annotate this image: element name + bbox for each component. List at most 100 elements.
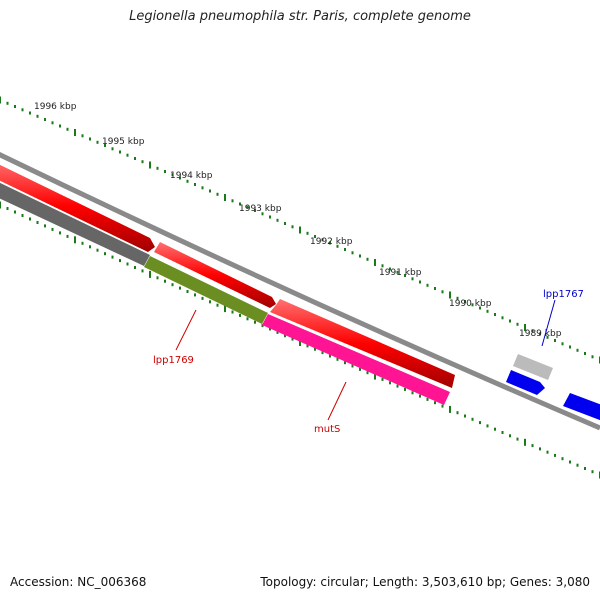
- ruler-minor-tick: [546, 450, 549, 454]
- ruler-minor-tick: [209, 300, 211, 304]
- ruler-minor-tick: [396, 270, 399, 274]
- ruler-major-tick: [224, 305, 226, 313]
- ruler-major-tick: [0, 201, 1, 209]
- ruler-minor-tick: [171, 173, 174, 177]
- ruler-minor-tick: [584, 467, 586, 470]
- ruler-minor-tick: [59, 124, 61, 128]
- ruler-minor-tick: [464, 300, 466, 303]
- ruler-major-tick: [449, 291, 451, 299]
- ruler-minor-tick: [359, 367, 361, 371]
- ruler-minor-tick: [209, 189, 211, 193]
- ruler-label-1993: 1993 kbp: [239, 204, 282, 214]
- leader-lpp1767: [541, 299, 556, 347]
- ruler-minor-tick: [591, 355, 594, 359]
- ruler-minor-tick: [164, 279, 166, 283]
- ruler-minor-tick: [396, 384, 399, 388]
- ruler-minor-tick: [216, 192, 219, 196]
- ruler-minor-tick: [486, 424, 489, 428]
- backbone-line: [0, 152, 600, 431]
- ruler-minor-tick: [111, 255, 114, 259]
- ruler-minor-tick: [486, 309, 489, 313]
- ruler-minor-tick: [426, 283, 429, 287]
- ruler-minor-tick: [186, 290, 189, 293]
- ruler-minor-tick: [336, 357, 339, 361]
- ruler-minor-tick: [119, 150, 121, 154]
- ruler-minor-tick: [456, 296, 459, 300]
- ruler-minor-tick: [314, 235, 316, 238]
- ruler-minor-tick: [134, 266, 136, 269]
- ruler-major-tick: [0, 96, 1, 104]
- ruler-minor-tick: [381, 377, 384, 381]
- ruler-minor-tick: [501, 316, 504, 320]
- ruler-minor-tick: [344, 248, 346, 251]
- ruler-minor-tick: [554, 453, 556, 457]
- ruler-minor-tick: [306, 231, 309, 235]
- ruler-minor-tick: [329, 354, 331, 358]
- ruler-minor-tick: [291, 337, 294, 341]
- ruler-minor-tick: [584, 352, 586, 355]
- gene-blue-1: [506, 370, 545, 395]
- ruler-minor-tick: [239, 313, 241, 317]
- ruler-minor-tick: [419, 394, 421, 398]
- ruler-minor-tick: [516, 437, 519, 441]
- ruler-minor-tick: [254, 320, 256, 324]
- ruler-minor-tick: [36, 221, 39, 224]
- ruler-label-1992: 1992 kbp: [310, 237, 353, 247]
- ruler-minor-tick: [434, 401, 436, 405]
- ruler-minor-tick: [509, 434, 511, 438]
- ruler-minor-tick: [216, 303, 219, 307]
- cds-track: [0, 164, 455, 388]
- ruler-minor-tick: [254, 209, 256, 212]
- ruler-major-tick: [74, 129, 76, 136]
- ruler-major-tick: [449, 405, 451, 413]
- ruler-minor-tick: [404, 274, 406, 277]
- ruler-minor-tick: [269, 327, 271, 331]
- ruler-minor-tick: [231, 310, 234, 314]
- ruler-minor-tick: [464, 414, 466, 418]
- ruler-minor-tick: [111, 147, 114, 151]
- cds-arrow: [270, 299, 455, 388]
- ruler-minor-tick: [426, 397, 429, 401]
- ruler-minor-tick: [344, 361, 346, 365]
- ruler-major-tick: [224, 194, 226, 201]
- ruler-label-1995: 1995 kbp: [102, 137, 145, 147]
- ruler-label-1994: 1994 kbp: [170, 171, 213, 181]
- ruler-major-tick: [524, 438, 526, 446]
- ruler-minor-tick: [411, 391, 414, 395]
- ruler-minor-tick: [321, 238, 324, 242]
- outer-ruler-ticks: [0, 96, 600, 364]
- ruler-minor-tick: [66, 127, 69, 131]
- ruler-minor-tick: [351, 251, 354, 255]
- ruler-major-tick: [299, 226, 301, 234]
- ruler-minor-tick: [81, 134, 84, 138]
- ruler-minor-tick: [284, 222, 286, 225]
- ruler-minor-tick: [44, 118, 46, 121]
- ruler-minor-tick: [194, 293, 196, 297]
- ruler-minor-tick: [201, 296, 204, 300]
- leader-lpp1769: [175, 309, 197, 351]
- feature-lpp1769: [144, 256, 268, 324]
- ruler-major-tick: [524, 324, 526, 331]
- leader-muts: [327, 381, 347, 421]
- ruler-minor-tick: [141, 160, 144, 164]
- ruler-minor-tick: [96, 248, 99, 252]
- ruler-minor-tick: [434, 287, 436, 290]
- ruler-minor-tick: [389, 381, 391, 385]
- ruler-minor-tick: [381, 264, 384, 268]
- ruler-minor-tick: [51, 227, 54, 231]
- ruler-minor-tick: [29, 217, 31, 221]
- page-title: Legionella pneumophila str. Paris, compl…: [129, 9, 471, 24]
- ruler-major-tick: [74, 236, 76, 244]
- ruler-minor-tick: [591, 470, 594, 474]
- ruler-minor-tick: [51, 121, 54, 125]
- ruler-major-tick: [149, 161, 151, 169]
- ruler-minor-tick: [329, 241, 331, 245]
- ruler-minor-tick: [231, 199, 234, 203]
- ruler-minor-tick: [171, 283, 174, 287]
- ruler-minor-tick: [531, 444, 534, 448]
- ruler-minor-tick: [471, 303, 474, 307]
- ruler-minor-tick: [554, 339, 556, 342]
- ruler-minor-tick: [246, 205, 249, 209]
- ruler-minor-tick: [539, 447, 541, 451]
- ruler-minor-tick: [509, 319, 511, 323]
